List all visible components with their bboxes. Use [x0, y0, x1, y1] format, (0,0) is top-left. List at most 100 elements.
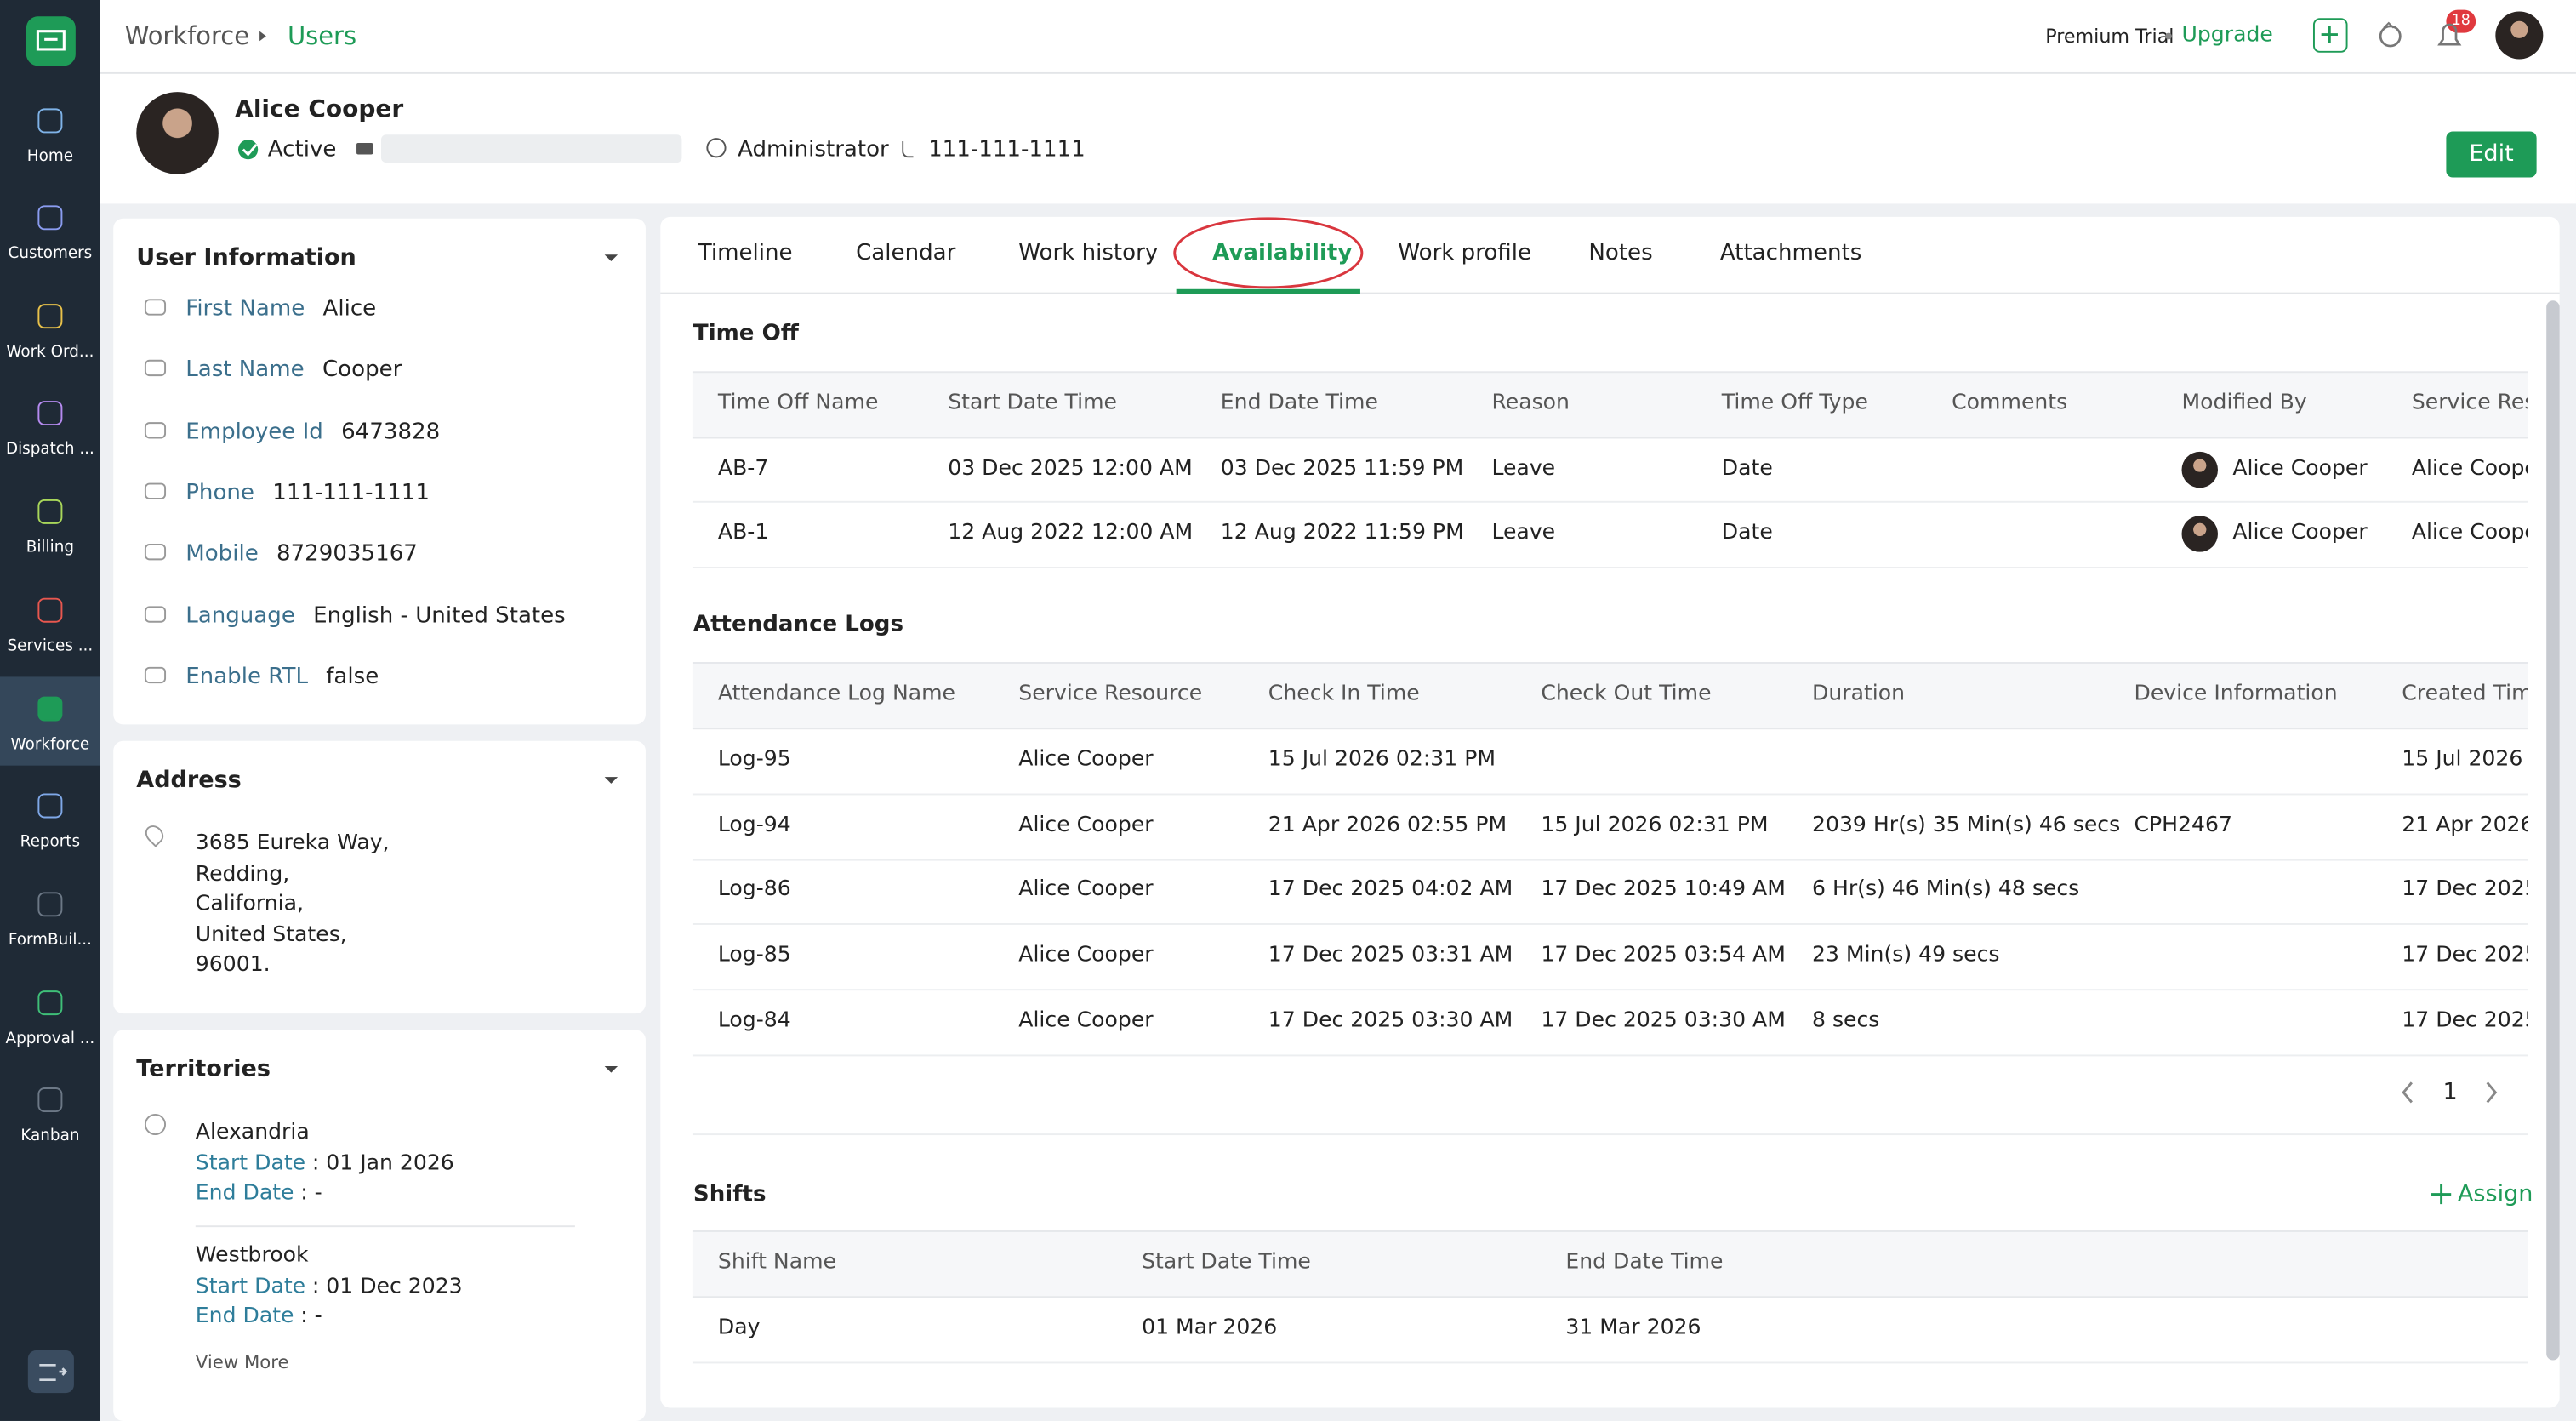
user-name: Alice Cooper	[235, 96, 404, 123]
cell: Alice Cooper	[1018, 812, 1154, 837]
section-title: Shifts	[692, 1181, 767, 1207]
row-divider	[692, 858, 2528, 860]
nav-icon[interactable]	[37, 401, 63, 426]
view-more[interactable]: View More	[195, 1351, 289, 1373]
plus-icon	[2321, 26, 2338, 43]
cell: Alice Coope	[2411, 455, 2528, 481]
cell: Log-94	[717, 812, 791, 837]
pager-arrows[interactable]	[2402, 1081, 2498, 1104]
cell: AB-1	[717, 521, 769, 545]
nav-icon[interactable]	[37, 696, 63, 722]
cell: 03 Dec 2025 12:00 AM	[948, 455, 1193, 481]
tab[interactable]: Work profile	[1398, 239, 1532, 266]
nav-label[interactable]: Reports	[20, 832, 81, 852]
bell-icon[interactable]	[2437, 23, 2462, 46]
territory-date-label: Start Date: 01 Dec 2023	[195, 1274, 463, 1299]
tab-bar-border	[660, 292, 2560, 294]
cell: Log-85	[717, 943, 791, 968]
page-number[interactable]: 1	[2442, 1079, 2458, 1106]
phone-icon	[902, 141, 914, 158]
cell: 17 Dec 2025 03:30 AM	[1541, 1008, 1786, 1034]
field-icon	[144, 666, 167, 683]
tab[interactable]: Notes	[1588, 239, 1653, 266]
nav-icon[interactable]	[37, 304, 63, 329]
nav-icon[interactable]	[37, 1087, 63, 1113]
cell: 15 Jul 2026 02:31 PM	[1268, 747, 1496, 772]
tab[interactable]: Availability	[1212, 239, 1353, 266]
header	[100, 0, 2576, 74]
column-header: Shift Name	[717, 1250, 837, 1275]
nav-icon[interactable]	[37, 597, 63, 623]
field-label: Employee Id 6473828	[185, 418, 441, 445]
field-value: 111-111-1111	[272, 479, 430, 506]
cell: Log-95	[717, 747, 791, 772]
nav-label[interactable]: FormBuil...	[8, 931, 92, 950]
table-header-bg	[692, 662, 2528, 730]
column-header: Service Reso	[2411, 391, 2528, 416]
cell: 17 Dec 2025 03:54 AM	[1541, 943, 1786, 968]
row-divider	[692, 566, 2528, 568]
field-icon	[144, 360, 167, 377]
nav-label[interactable]: Customers	[8, 244, 93, 263]
section-title: Attendance Logs	[692, 611, 904, 638]
nav-icon[interactable]	[37, 990, 63, 1016]
field-value: 8729035167	[276, 540, 418, 568]
cell: Alice Cooper	[2232, 455, 2368, 481]
address-line: United States,	[195, 922, 347, 948]
column-header: Start Date Time	[1142, 1250, 1311, 1275]
nav-label[interactable]: Dispatch ...	[5, 440, 94, 459]
nav-label[interactable]: Kanban	[20, 1127, 80, 1145]
assign-plus[interactable]	[2431, 1184, 2452, 1205]
row-avatar	[2181, 516, 2218, 552]
highlight-ellipse	[1173, 217, 1364, 289]
cell: 31 Mar 2026	[1565, 1315, 1701, 1341]
cell: 12 Aug 2022 12:00 AM	[948, 521, 1194, 545]
settings-icon[interactable]	[2379, 25, 2402, 48]
edit-button[interactable]	[2446, 131, 2537, 178]
cell: 17 Dec 2025 03:31 AM	[1268, 943, 1513, 968]
nav-icon[interactable]	[37, 892, 63, 917]
column-header: Attendance Log Name	[717, 682, 956, 707]
cell: Leave	[1491, 455, 1556, 481]
address-line: Redding,	[195, 861, 290, 887]
tab[interactable]: Calendar	[856, 239, 956, 266]
breadcrumb[interactable]: Workforce	[124, 21, 250, 51]
divider	[692, 1133, 2528, 1136]
territory-date-label: End Date: -	[195, 1181, 322, 1207]
nav-icon[interactable]	[37, 108, 63, 134]
row-avatar	[2181, 450, 2218, 488]
territory-date: : 01 Dec 2023	[311, 1274, 463, 1299]
row-divider	[692, 1054, 2528, 1057]
territory-divider	[195, 1225, 575, 1228]
assign-button[interactable]: Assign	[2457, 1181, 2533, 1207]
cell: Date	[1721, 455, 1773, 481]
cell: Alice Cooper	[1018, 1008, 1154, 1034]
cell: 6 Hr(s) 46 Min(s) 48 secs	[1812, 877, 2080, 903]
address-line: 96001.	[195, 953, 271, 979]
upgrade-link[interactable]: Upgrade	[2181, 23, 2273, 48]
tab[interactable]: Work history	[1018, 239, 1159, 266]
address-line: California,	[195, 892, 305, 917]
plan-label: Premium Trial	[2045, 24, 2174, 48]
cell: Alice Cooper	[1018, 943, 1154, 968]
cell: 23 Min(s) 49 secs	[1812, 943, 2000, 968]
nav-label[interactable]: Approval ...	[5, 1030, 95, 1048]
column-header: Time Off Name	[717, 391, 879, 416]
edit-label[interactable]: Edit	[2469, 141, 2514, 168]
column-header: End Date Time	[1565, 1250, 1724, 1275]
user-avatar[interactable]	[2495, 11, 2544, 60]
nav-icon[interactable]	[37, 205, 63, 231]
cell: Log-84	[717, 1008, 791, 1034]
nav-label[interactable]: Work Ord...	[6, 343, 94, 362]
nav-label[interactable]: Workforce	[10, 735, 90, 755]
nav-label[interactable]: Home	[26, 147, 73, 166]
tab[interactable]: Attachments	[1719, 239, 1862, 266]
nav-label[interactable]: Billing	[26, 539, 75, 557]
tab[interactable]: Timeline	[698, 239, 793, 266]
role: Administrator	[738, 136, 889, 163]
add-button[interactable]	[2312, 18, 2348, 53]
nav-label[interactable]: Services ...	[7, 637, 94, 656]
nav-icon[interactable]	[37, 793, 63, 819]
nav-icon[interactable]	[37, 499, 63, 524]
territory-name: Westbrook	[195, 1243, 309, 1269]
